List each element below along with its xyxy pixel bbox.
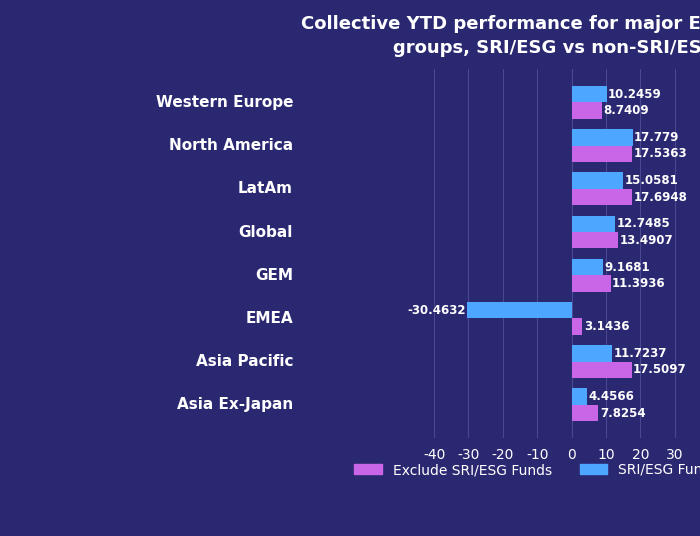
Bar [572,189,632,205]
Text: 13.4907: 13.4907 [620,234,673,247]
Text: Global: Global [239,225,293,240]
Bar [572,173,623,189]
Text: 17.6948: 17.6948 [634,190,687,204]
Bar [467,302,572,318]
Bar [572,102,601,119]
Bar [572,86,607,102]
Text: Western Europe: Western Europe [155,95,293,110]
Text: North America: North America [169,138,293,153]
Text: GEM: GEM [255,268,293,282]
Text: 4.4566: 4.4566 [588,390,634,403]
Bar [572,215,615,232]
Bar [572,129,633,146]
Text: 9.1681: 9.1681 [605,260,650,273]
Bar [572,345,612,362]
Text: Asia Ex-Japan: Asia Ex-Japan [177,397,293,412]
Text: -30.4632: -30.4632 [407,304,466,317]
Text: 12.7485: 12.7485 [617,217,671,230]
Text: EMEA: EMEA [246,311,293,326]
Text: 17.5363: 17.5363 [634,147,687,160]
Bar [572,405,598,421]
Bar [572,389,587,405]
Text: 7.8254: 7.8254 [600,406,645,420]
Legend: Exclude SRI/ESG Funds, SRI/ESG Funds Only: Exclude SRI/ESG Funds, SRI/ESG Funds Onl… [348,458,700,483]
Text: 10.2459: 10.2459 [608,88,662,101]
Text: 3.1436: 3.1436 [584,320,629,333]
Bar [572,275,610,292]
Text: 15.0581: 15.0581 [624,174,678,187]
Bar [572,362,632,378]
Title: Collective YTD performance for major Equity Fund
groups, SRI/ESG vs non-SRI/ESG: Collective YTD performance for major Equ… [300,15,700,57]
Text: 17.5097: 17.5097 [633,363,687,376]
Bar [572,259,603,275]
Bar [572,146,632,162]
Text: Asia Pacific: Asia Pacific [195,354,293,369]
Text: 17.779: 17.779 [634,131,680,144]
Text: LatAm: LatAm [238,181,293,196]
Text: 11.3936: 11.3936 [612,277,666,290]
Bar [572,318,582,335]
Text: 8.7409: 8.7409 [603,104,649,117]
Bar [572,232,618,249]
Text: 11.7237: 11.7237 [613,347,666,360]
